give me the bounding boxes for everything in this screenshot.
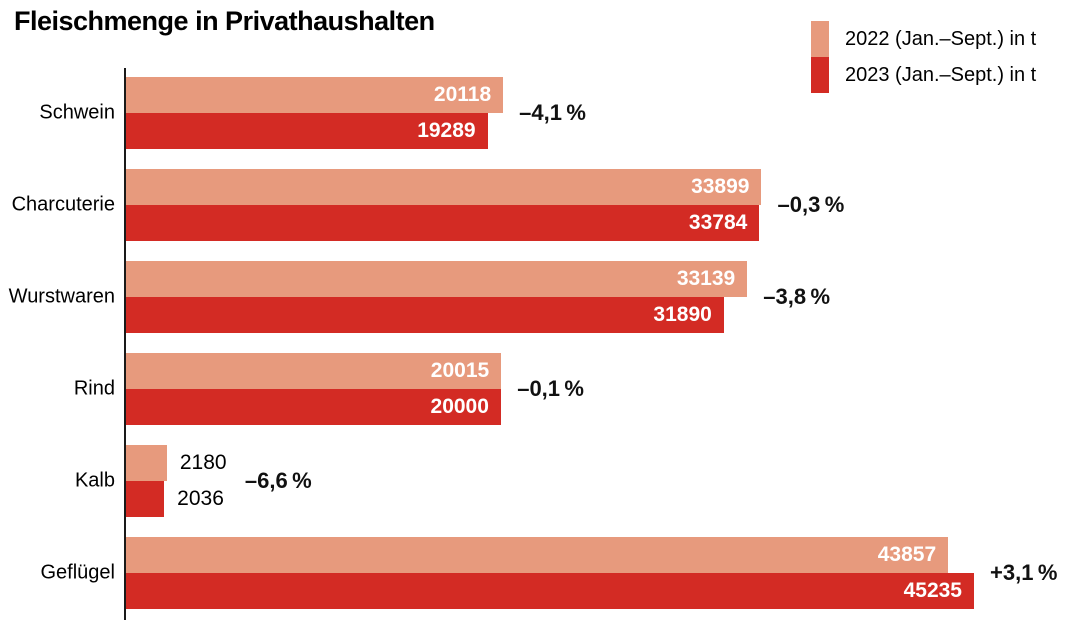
legend-swatch-2022	[811, 21, 829, 57]
legend-swatch-2023	[811, 57, 829, 93]
change-percent-label: –3,8 %	[763, 284, 831, 309]
bar-2022: 20015	[126, 353, 502, 389]
change-percent-label: –0,1 %	[517, 376, 584, 401]
bar-2023: 20000	[126, 389, 501, 425]
bar-value-label: 43857	[877, 543, 937, 566]
category-label: Wurstwaren	[8, 285, 115, 308]
bar-value-label: 20118	[433, 83, 492, 106]
chart-row: Kalb 2180 2036 –6,6 %	[75, 445, 974, 517]
legend-item-2022: 2022 (Jan.–Sept.) in t	[811, 21, 1036, 57]
bar-value-label: 19289	[417, 119, 476, 142]
bar-2023: 2036	[126, 481, 224, 517]
bar-value-label: 20015	[430, 359, 490, 382]
category-label: Geflügel	[40, 561, 116, 584]
legend-label-2023: 2023 (Jan.–Sept.) in t	[845, 63, 1037, 86]
change-percent-label: –6,6 %	[244, 468, 312, 493]
category-label: Rind	[73, 377, 115, 400]
legend-label-2022: 2022 (Jan.–Sept.) in t	[845, 27, 1037, 50]
bar-2023: 45235	[126, 573, 974, 609]
bar-value-label: 20000	[430, 395, 489, 418]
chart-row: Geflügel 43857 45235 +3,1 %	[41, 537, 1057, 609]
bar-2022: 20118	[126, 77, 504, 113]
category-label: Schwein	[39, 101, 115, 124]
bar-chart: Schwein 20118 19289 –4,1 % Charcuterie 33899 3…	[9, 77, 1057, 609]
category-label: Kalb	[74, 469, 115, 492]
change-percent-label: –4,1 %	[519, 100, 586, 125]
bar-2022: 33139	[126, 261, 748, 297]
legend-item-2023: 2023 (Jan.–Sept.) in t	[811, 57, 1036, 93]
bar-2023: 31890	[126, 297, 724, 333]
page-title: Fleischmenge in Privathaushalten	[14, 6, 435, 36]
chart-row: Schwein 20118 19289 –4,1 %	[39, 77, 974, 149]
bar-2023: 19289	[126, 113, 488, 149]
bar-value-label: 2036	[177, 487, 224, 510]
chart-row: Wurstwaren 33139 31890 –3,8 %	[9, 261, 974, 333]
legend: 2022 (Jan.–Sept.) in t 2023 (Jan.–Sept.)…	[811, 21, 1036, 93]
y-axis-line	[124, 68, 126, 620]
bar-value-label: 45235	[903, 579, 962, 602]
bar-value-label: 31890	[653, 303, 712, 326]
bar-2022: 2180	[126, 445, 227, 481]
bar-value-label: 2180	[179, 451, 227, 474]
bar-value-label: 33784	[688, 211, 748, 234]
bar-value-label: 33899	[691, 175, 750, 198]
change-percent-label: –0,3 %	[777, 192, 845, 217]
bar-2023: 33784	[126, 205, 760, 241]
bar-value-label: 33139	[676, 267, 736, 290]
category-label: Charcuterie	[11, 193, 115, 216]
bar-2022: 33899	[126, 169, 762, 205]
chart-row: Charcuterie 33899 33784 –0,3 %	[12, 169, 974, 241]
chart-row: Rind 20015 20000 –0,1 %	[74, 353, 974, 425]
change-percent-label: +3,1 %	[990, 560, 1058, 585]
bar-2022: 43857	[126, 537, 949, 573]
